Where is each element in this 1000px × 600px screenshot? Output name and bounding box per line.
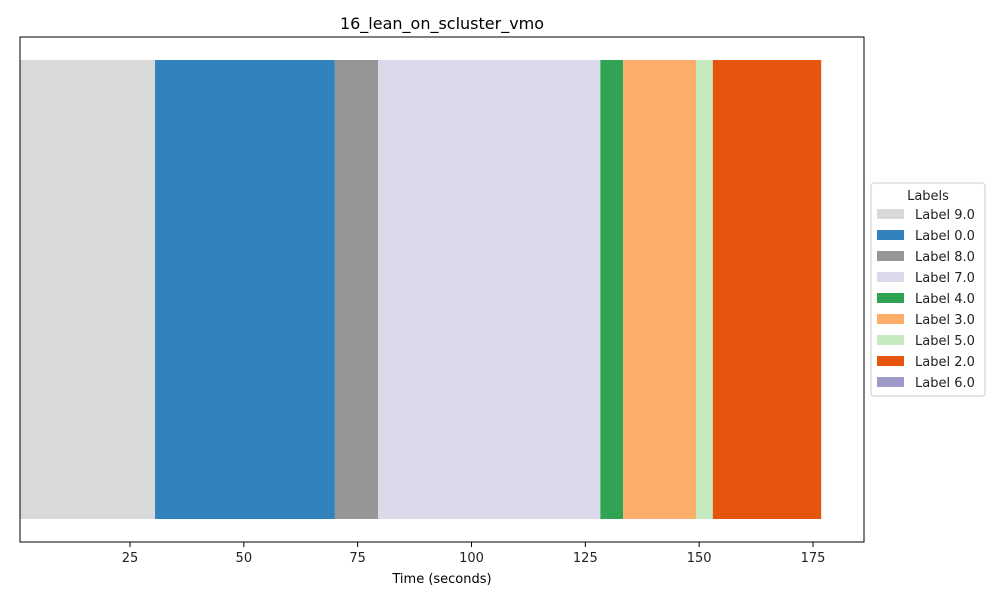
legend-swatch xyxy=(877,293,904,303)
segment-label-0-0 xyxy=(155,60,335,519)
plot-frame xyxy=(19,36,865,543)
x-axis-label: Time (seconds) xyxy=(391,572,491,587)
legend-label: Label 0.0 xyxy=(915,229,975,244)
legend-swatch xyxy=(877,335,904,345)
legend-entries: Label 9.0 Label 0.0 Label 8.0 Label 7.0 Labe… xyxy=(877,208,975,391)
x-tick-label: 175 xyxy=(801,551,826,566)
x-tick-label: 100 xyxy=(459,551,484,566)
legend-label: Label 4.0 xyxy=(915,292,975,307)
chart-title: 16_lean_on_scluster_vmo xyxy=(340,14,544,34)
x-axis-ticks: 25 50 75 100 125 150 175 xyxy=(122,542,826,566)
x-tick-label: 150 xyxy=(687,551,712,566)
legend-swatch xyxy=(877,314,904,324)
legend-swatch xyxy=(877,209,904,219)
legend-label: Label 8.0 xyxy=(915,250,975,265)
segment-label-5-0 xyxy=(695,60,713,519)
x-tick-label: 50 xyxy=(236,551,253,566)
segment-label-3-0 xyxy=(623,60,696,519)
legend-label: Label 5.0 xyxy=(915,334,975,349)
x-tick-label: 75 xyxy=(349,551,366,566)
legend-swatch xyxy=(877,356,904,366)
legend-swatch xyxy=(877,230,904,240)
legend-label: Label 3.0 xyxy=(915,313,975,328)
segments-group xyxy=(20,60,822,519)
legend-title: Labels xyxy=(907,189,949,204)
legend-swatch xyxy=(877,251,904,261)
legend-label: Label 6.0 xyxy=(915,376,975,391)
legend-swatch xyxy=(877,377,904,387)
segment-label-2-0 xyxy=(712,60,822,519)
legend-label: Label 9.0 xyxy=(915,208,975,223)
legend-label: Label 2.0 xyxy=(915,355,975,370)
segment-label-9-0 xyxy=(20,60,156,519)
x-tick-label: 125 xyxy=(573,551,598,566)
segment-label-7-0 xyxy=(378,60,601,519)
legend-swatch xyxy=(877,272,904,282)
legend-label: Label 7.0 xyxy=(915,271,975,286)
segment-label-8-0 xyxy=(334,60,379,519)
x-tick-label: 25 xyxy=(122,551,139,566)
segment-label-4-0 xyxy=(600,60,624,519)
